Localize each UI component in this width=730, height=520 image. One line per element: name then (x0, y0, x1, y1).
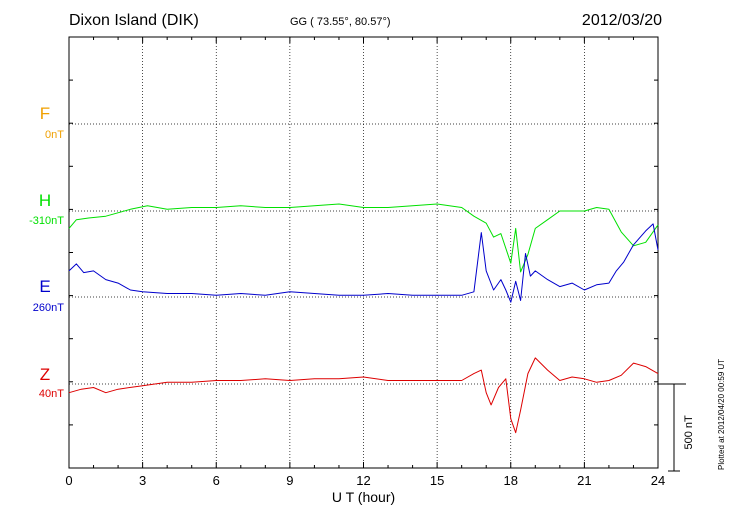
x-tick-label: 9 (286, 473, 293, 488)
x-tick-label: 6 (213, 473, 220, 488)
series-name-Z: Z (40, 365, 50, 384)
scale-bar-label: 500 nT (683, 415, 695, 450)
plotted-timestamp: Plotted at 2012/04/20 00:59 UT (717, 358, 726, 470)
series-line-Z (68, 357, 659, 434)
x-tick-label: 24 (651, 473, 665, 488)
series-name-E: E (39, 277, 50, 296)
geographic-coordinates: GG ( 73.55°, 80.57°) (290, 16, 391, 28)
series-baseline-H: -310nT (29, 215, 64, 227)
station-title: Dixon Island (DIK) (69, 12, 199, 29)
x-tick-label: 21 (577, 473, 591, 488)
series-name-H: H (39, 191, 51, 210)
series-name-F: F (40, 104, 50, 123)
series-line-H (68, 203, 659, 273)
series-baseline-F: 0nT (45, 129, 64, 141)
x-axis-label: U T (hour) (332, 489, 395, 505)
x-tick-label: 3 (139, 473, 146, 488)
x-tick-label: 0 (65, 473, 72, 488)
series-baseline-Z: 40nT (39, 388, 64, 400)
x-tick-label: 12 (356, 473, 370, 488)
plot-date: 2012/03/20 (581, 12, 662, 29)
x-tick-label: 18 (504, 473, 518, 488)
series-line-E (68, 223, 659, 303)
series-baseline-E: 260nT (33, 302, 64, 314)
x-tick-label: 15 (430, 473, 444, 488)
